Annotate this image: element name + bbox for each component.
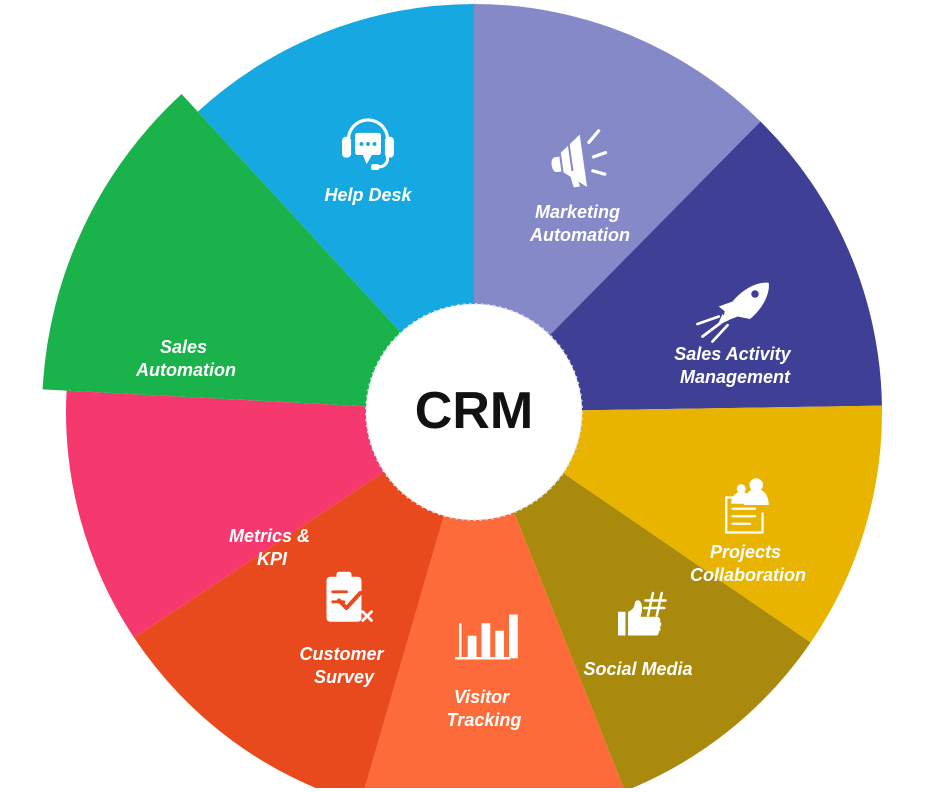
svg-text:CRM: CRM: [415, 382, 533, 440]
svg-text:Help Desk: Help Desk: [324, 185, 412, 205]
svg-text:Social Media: Social Media: [583, 659, 692, 679]
